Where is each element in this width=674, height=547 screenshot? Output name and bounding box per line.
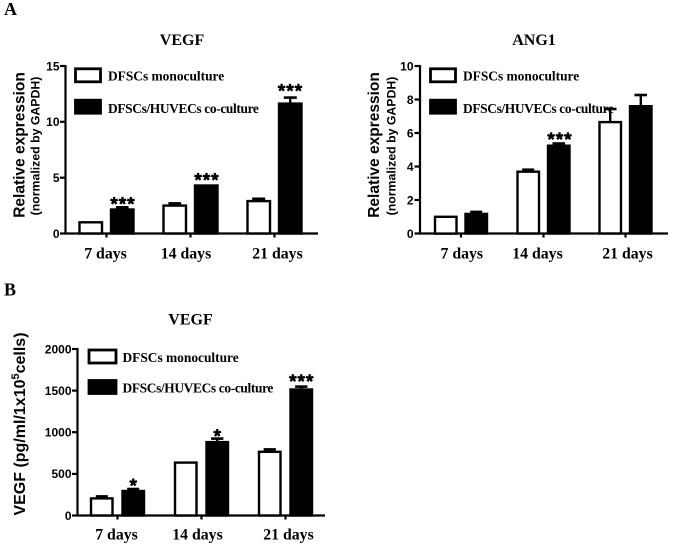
svg-text:VEGF (pg/ml/1x105cells): VEGF (pg/ml/1x105cells) — [10, 332, 29, 515]
svg-text:7 days: 7 days — [95, 527, 138, 544]
svg-text:(normalized by GAPDH): (normalized by GAPDH) — [385, 77, 399, 216]
svg-text:DFSCs monoculture: DFSCs monoculture — [123, 350, 239, 365]
svg-text:DFSCs monoculture: DFSCs monoculture — [108, 68, 224, 83]
svg-text:1000: 1000 — [45, 426, 72, 440]
svg-text:6: 6 — [407, 126, 414, 140]
svg-text:DFSCs monoculture: DFSCs monoculture — [463, 68, 579, 83]
svg-text:0: 0 — [65, 509, 72, 523]
svg-text:ANG1: ANG1 — [512, 32, 556, 49]
svg-text:VEGF: VEGF — [168, 312, 213, 329]
svg-text:7 days: 7 days — [441, 246, 484, 263]
svg-text:7 days: 7 days — [84, 246, 127, 263]
svg-text:0: 0 — [53, 227, 60, 241]
svg-text:10: 10 — [400, 59, 414, 73]
svg-text:B: B — [4, 280, 16, 300]
svg-text:DFSCs/HUVECs co-culture: DFSCs/HUVECs co-culture — [463, 101, 614, 116]
svg-text:15: 15 — [46, 59, 60, 73]
svg-text:14 days: 14 days — [161, 246, 211, 263]
svg-text:21 days: 21 days — [263, 527, 313, 544]
svg-text:14 days: 14 days — [512, 246, 562, 263]
svg-text:21 days: 21 days — [602, 246, 652, 263]
svg-text:500: 500 — [51, 467, 71, 481]
svg-text:VEGF: VEGF — [160, 32, 205, 49]
svg-text:0: 0 — [407, 227, 414, 241]
svg-text:1500: 1500 — [45, 384, 72, 398]
svg-text:10: 10 — [46, 115, 60, 129]
svg-text:DFSCs/HUVECs co-culture: DFSCs/HUVECs co-culture — [108, 101, 259, 116]
svg-text:14 days: 14 days — [172, 527, 222, 544]
svg-text:DFSCs/HUVECs co-culture: DFSCs/HUVECs co-culture — [123, 381, 274, 396]
svg-text:Relative expression: Relative expression — [12, 72, 29, 218]
svg-text:(normalized by GAPDH): (normalized by GAPDH) — [29, 77, 43, 216]
svg-text:4: 4 — [407, 160, 414, 174]
svg-text:Relative expression: Relative expression — [366, 72, 383, 218]
svg-text:5: 5 — [53, 171, 60, 185]
svg-text:2: 2 — [407, 193, 414, 207]
svg-text:2000: 2000 — [45, 342, 72, 356]
svg-text:21 days: 21 days — [252, 246, 302, 263]
svg-text:8: 8 — [407, 93, 414, 107]
svg-text:A: A — [4, 0, 17, 19]
